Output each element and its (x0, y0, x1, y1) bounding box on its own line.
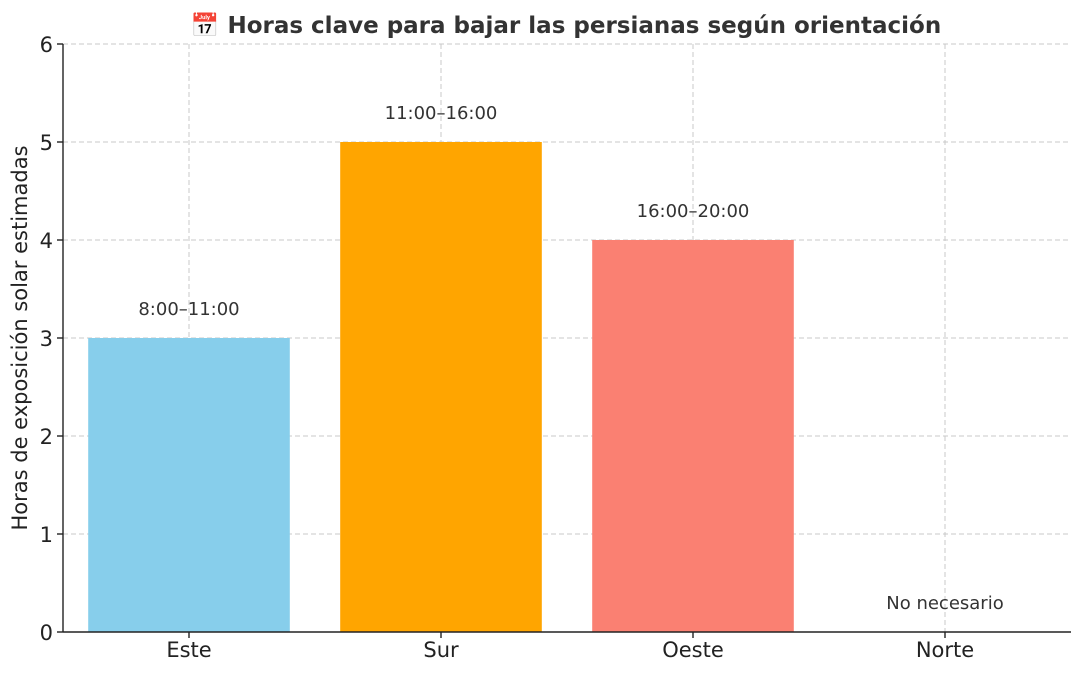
data-labels: 8:00–11:00 11:00–16:00 16:00–20:00 No neces… (138, 103, 1003, 614)
x-tick-label-norte: Norte (916, 638, 974, 662)
y-ticks: 0 1 2 3 4 5 6 (40, 33, 63, 645)
y-axis-label: Horas de exposición solar estimadas (8, 145, 32, 530)
data-label-oeste: 16:00–20:00 (637, 201, 750, 222)
y-tick-label: 2 (40, 425, 53, 449)
chart-title: 📅 Horas clave para bajar las persianas s… (191, 12, 941, 39)
data-label-sur: 11:00–16:00 (385, 103, 498, 124)
y-tick-label: 0 (40, 621, 53, 645)
bar-sur (340, 142, 542, 632)
bar-este (88, 338, 290, 632)
y-tick-label: 1 (40, 523, 53, 547)
x-ticks: Este Sur Oeste Norte (166, 632, 974, 662)
bars (88, 142, 794, 632)
y-tick-label: 6 (40, 33, 53, 57)
y-tick-label: 5 (40, 131, 53, 155)
x-tick-label-sur: Sur (423, 638, 459, 662)
data-label-norte: No necesario (886, 593, 1003, 614)
y-tick-label: 3 (40, 327, 53, 351)
bar-oeste (592, 240, 794, 632)
x-tick-label-oeste: Oeste (662, 638, 724, 662)
data-label-este: 8:00–11:00 (138, 299, 239, 320)
y-tick-label: 4 (40, 229, 53, 253)
x-tick-label-este: Este (166, 638, 211, 662)
